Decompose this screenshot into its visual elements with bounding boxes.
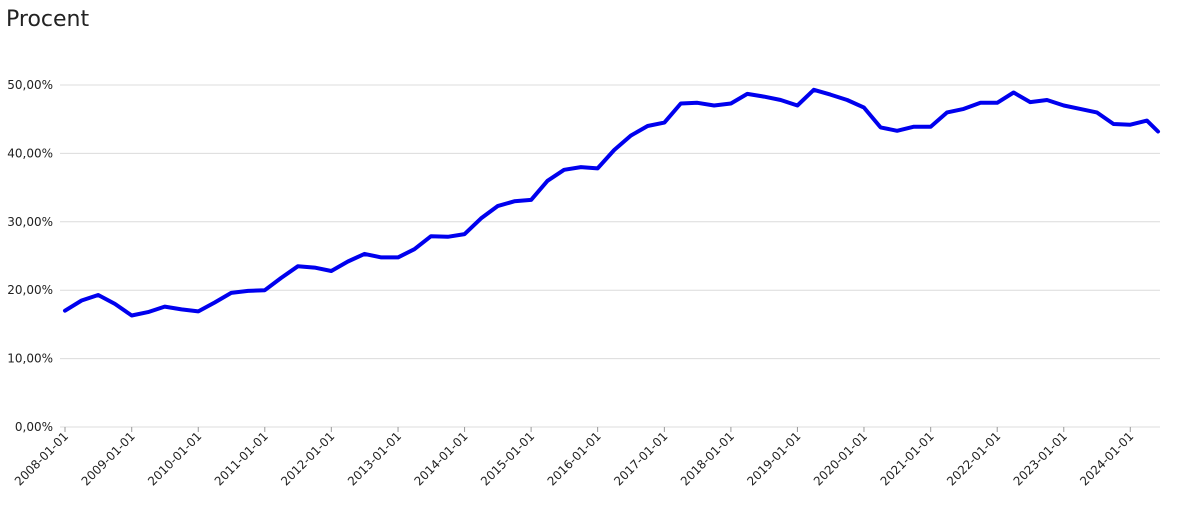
data-line xyxy=(63,87,1160,318)
x-tick-label: 2017-01-01 xyxy=(611,429,670,488)
y-tick-label: 30,00% xyxy=(7,215,53,229)
x-tick-label: 2019-01-01 xyxy=(744,429,803,488)
y-tick-label: 20,00% xyxy=(7,283,53,297)
x-tick-label: 2022-01-01 xyxy=(944,429,1003,488)
y-tick-label: 40,00% xyxy=(7,146,53,160)
x-tick-label: 2015-01-01 xyxy=(478,429,537,488)
x-tick-label: 2024-01-01 xyxy=(1077,429,1136,488)
x-tick-label: 2008-01-01 xyxy=(12,429,71,488)
y-tick-label: 10,00% xyxy=(7,352,53,366)
y-tick-label: 50,00% xyxy=(7,78,53,92)
chart-title: Procent xyxy=(6,7,89,32)
x-tick-label: 2010-01-01 xyxy=(145,429,204,488)
x-tick-label: 2018-01-01 xyxy=(678,429,737,488)
x-tick-label: 2013-01-01 xyxy=(345,429,404,488)
x-tick-label: 2020-01-01 xyxy=(811,429,870,488)
x-tick-label: 2021-01-01 xyxy=(878,429,937,488)
x-tick-label: 2023-01-01 xyxy=(1011,429,1070,488)
x-tick-label: 2009-01-01 xyxy=(79,429,138,488)
x-tick-label: 2016-01-01 xyxy=(545,429,604,488)
y-tick-label: 0,00% xyxy=(15,420,53,434)
x-tick-label: 2012-01-01 xyxy=(278,429,337,488)
x-tick-label: 2011-01-01 xyxy=(212,429,271,488)
x-tick-label: 2014-01-01 xyxy=(411,429,470,488)
